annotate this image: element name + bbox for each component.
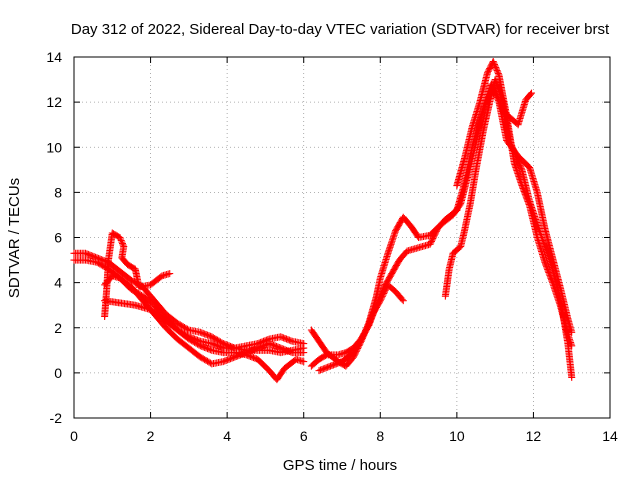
x-tick-label: 4: [223, 428, 231, 444]
x-tick-label: 2: [147, 428, 155, 444]
y-tick-label: 2: [54, 320, 62, 336]
data-point-interp: [117, 235, 125, 243]
data-point-interp: [118, 238, 126, 246]
data-point-interp: [492, 65, 500, 73]
data-point: [489, 58, 497, 66]
data-point-interp: [364, 321, 372, 329]
y-axis-tick-labels: -2 0 2 4 6 8 10 12 14: [46, 49, 62, 426]
data-point: [300, 344, 308, 352]
series-track-8: [315, 281, 407, 375]
data-point-interp: [367, 313, 375, 321]
data-point-interp: [364, 322, 372, 330]
x-tick-label: 0: [70, 428, 78, 444]
data-point: [528, 89, 536, 97]
series-track-5: [101, 229, 174, 320]
series-track-3: [101, 272, 308, 384]
data-point-interp: [494, 70, 502, 78]
data-point: [568, 342, 576, 350]
x-tick-label: 14: [602, 428, 618, 444]
x-axis-tick-labels: 0 2 4 6 8 10 12 14: [70, 428, 618, 444]
data-point-interp: [117, 237, 125, 245]
y-tick-label: 4: [54, 275, 62, 291]
grid-lines: [74, 57, 610, 418]
data-point-interp: [517, 163, 525, 171]
data-point-interp: [398, 295, 406, 303]
data-point-interp: [183, 325, 191, 333]
data-point-interp: [365, 319, 373, 327]
data-point-interp: [206, 346, 214, 354]
x-tick-label: 12: [526, 428, 542, 444]
data-point-interp: [287, 337, 295, 345]
y-tick-label: -2: [50, 410, 63, 426]
x-tick-label: 6: [300, 428, 308, 444]
data-point-interp: [195, 337, 203, 345]
x-axis-title: GPS time / hours: [283, 457, 397, 474]
data-point-interp: [517, 164, 525, 172]
data-point: [399, 297, 407, 305]
x-tick-label: 8: [376, 428, 384, 444]
y-tick-label: 10: [46, 139, 62, 155]
data-point-interp: [365, 318, 373, 326]
data-point-interp: [118, 240, 126, 248]
data-point: [361, 328, 369, 336]
data-points: [70, 58, 576, 384]
data-point: [166, 270, 174, 278]
y-tick-label: 14: [46, 49, 62, 65]
data-point-interp: [366, 316, 374, 324]
data-point: [300, 358, 308, 366]
y-axis-title: SDTVAR / TECUs: [6, 178, 23, 298]
data-point-interp: [491, 62, 499, 70]
data-point: [116, 234, 124, 241]
y-tick-label: 8: [54, 184, 62, 200]
data-point-interp: [362, 327, 370, 335]
series-track-7: [307, 80, 576, 370]
data-point-interp: [527, 90, 535, 98]
x-tick-label: 10: [449, 428, 465, 444]
y-tick-label: 0: [54, 365, 62, 381]
data-point-interp: [490, 59, 498, 67]
y-tick-label: 6: [54, 230, 62, 246]
data-point-interp: [492, 64, 500, 72]
data-point-interp: [491, 61, 499, 69]
data-point-interp: [363, 324, 371, 332]
axis-ticks: [73, 56, 611, 419]
data-point-interp: [515, 160, 523, 168]
data-point-interp: [362, 325, 370, 333]
chart-title: Day 312 of 2022, Sidereal Day-to-day VTE…: [71, 21, 610, 38]
data-point-interp: [515, 158, 523, 166]
series-track-10: [453, 58, 576, 350]
data-point-interp: [514, 157, 522, 165]
data-point-interp: [493, 67, 501, 75]
data-point-interp: [494, 68, 502, 76]
data-point-interp: [367, 315, 375, 323]
y-tick-label: 12: [46, 94, 62, 110]
data-point-interp: [516, 161, 524, 169]
series-track-4: [101, 297, 308, 357]
data-point: [568, 373, 576, 381]
data-point-interp: [218, 343, 226, 351]
